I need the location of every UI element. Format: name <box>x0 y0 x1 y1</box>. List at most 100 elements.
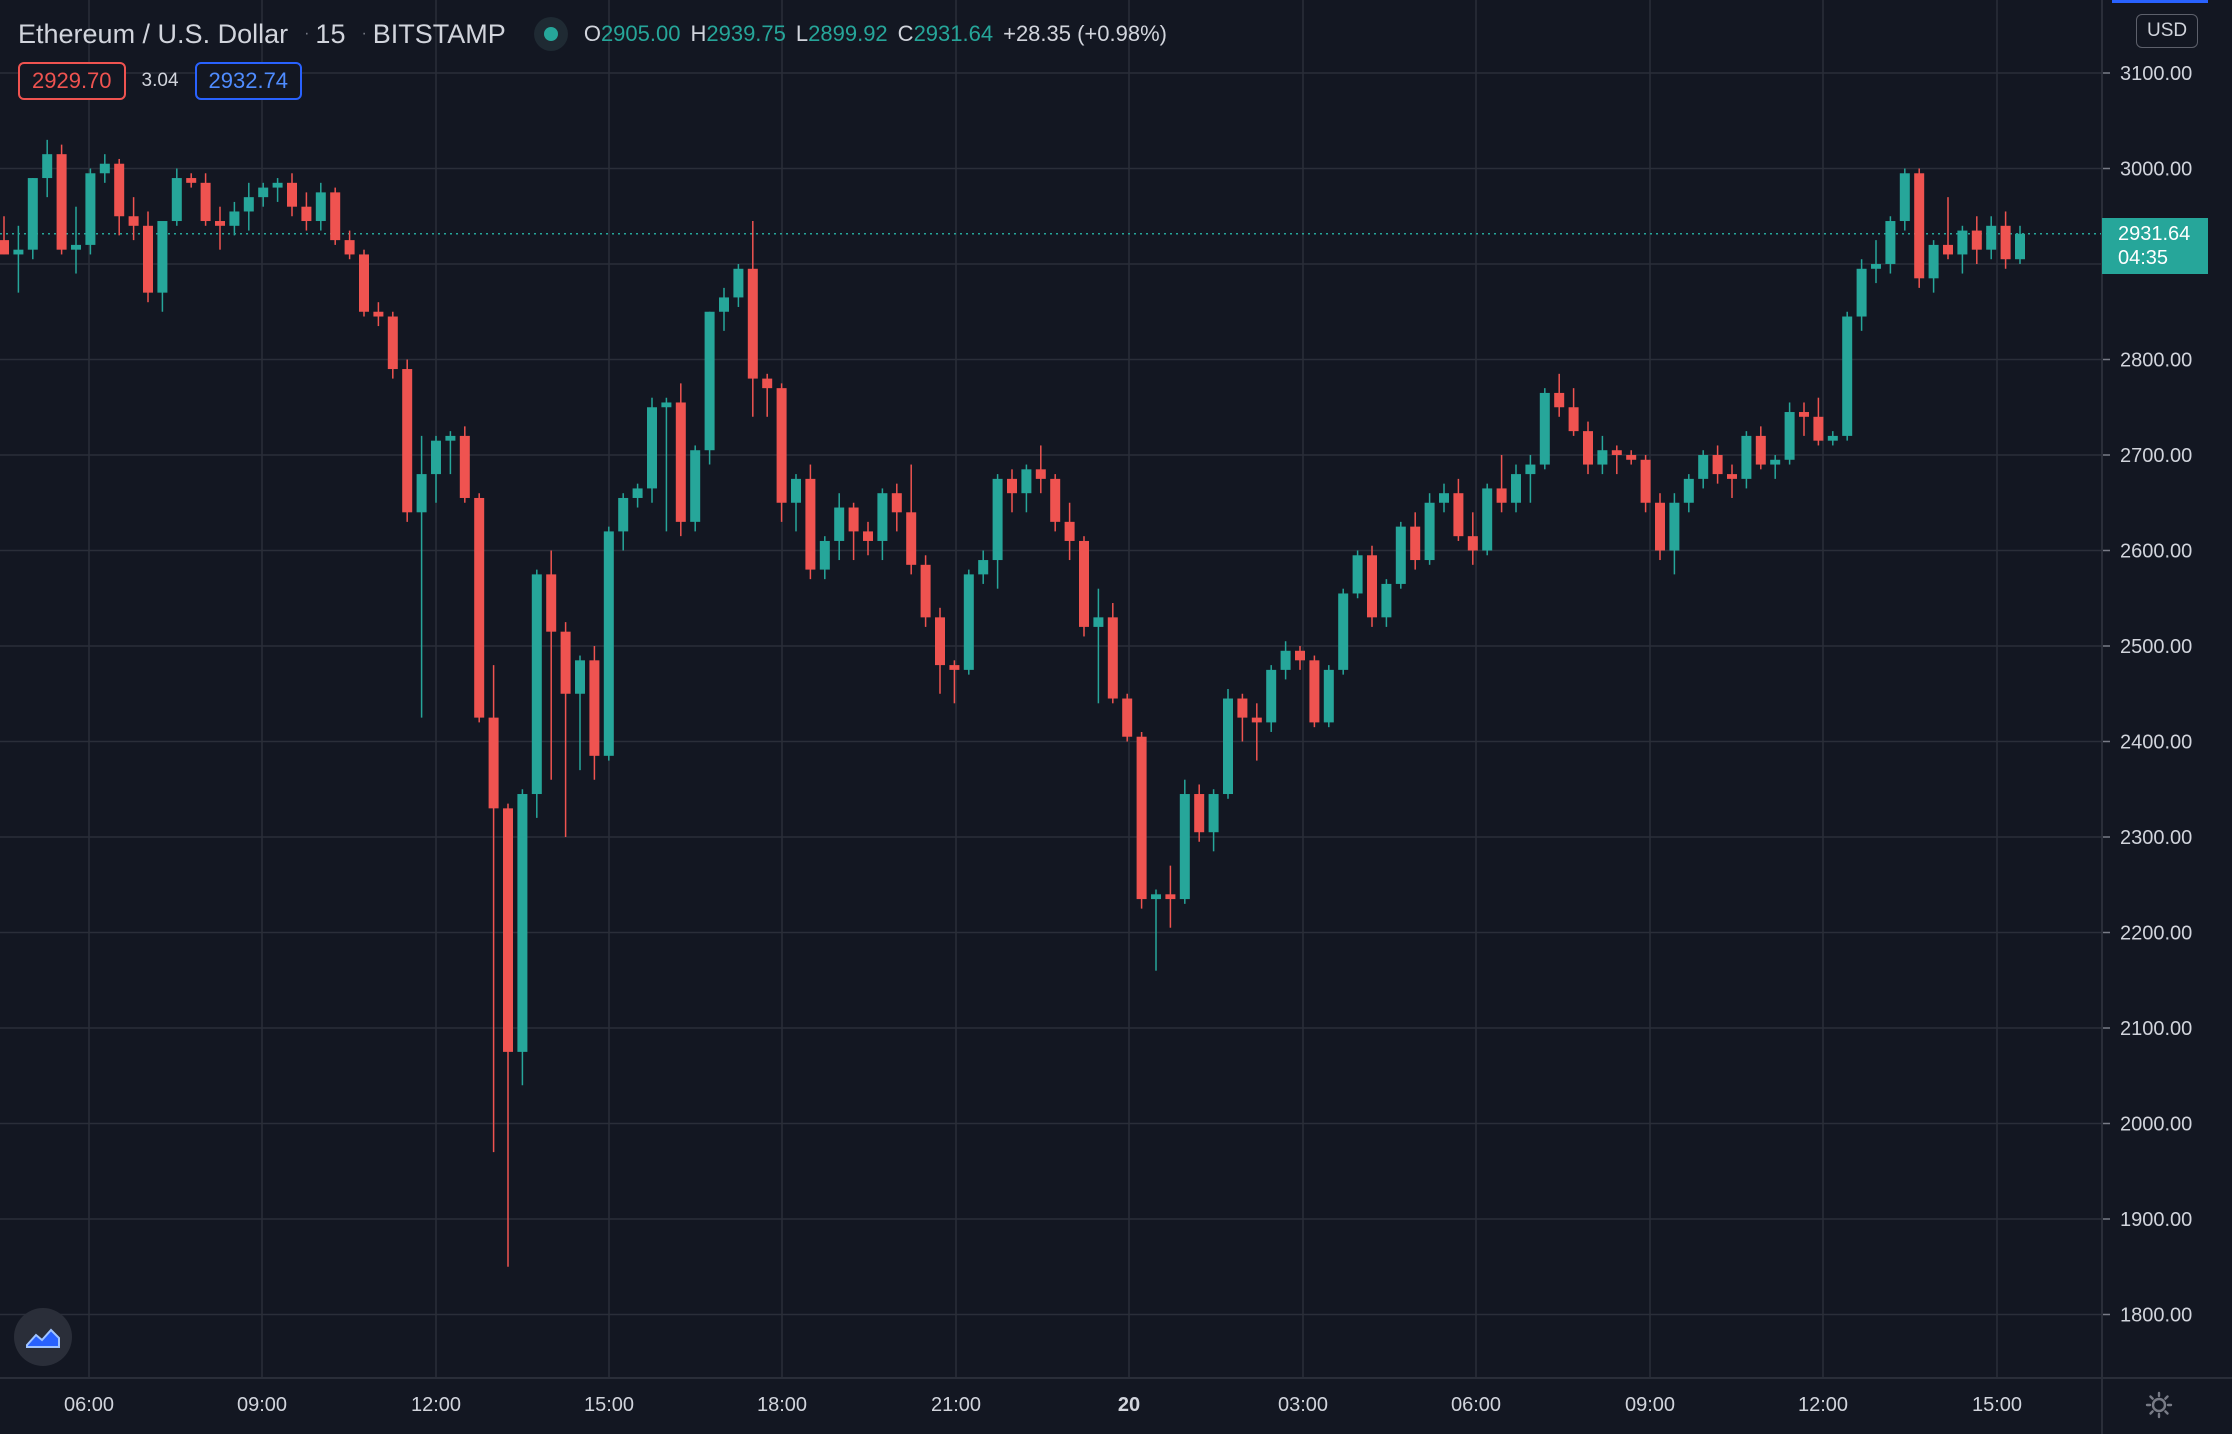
candle-body <box>1799 412 1809 417</box>
candle <box>200 173 211 226</box>
candle-body <box>1367 555 1377 618</box>
candle-body <box>56 154 67 250</box>
candle <box>1136 731 1147 909</box>
candle-body <box>2015 233 2025 260</box>
candle-body <box>1323 669 1334 723</box>
candle <box>834 493 845 561</box>
candle <box>1496 455 1507 513</box>
candle <box>373 302 384 327</box>
candle-body <box>344 240 355 255</box>
candle <box>963 569 974 675</box>
candle <box>1439 483 1449 513</box>
price-tick-label: 2800.00 <box>2120 350 2192 372</box>
ohlc-open: O2905.00 <box>583 21 681 46</box>
time-tick-label: 03:00 <box>1278 1394 1328 1416</box>
sell-button[interactable]: 2929.70 <box>18 62 126 100</box>
ohlc-low: L2899.92 <box>795 21 888 46</box>
candle <box>733 264 744 307</box>
settings-gear-icon[interactable] <box>2142 1388 2176 1422</box>
price-tick-label: 2000.00 <box>2120 1114 2192 1136</box>
candle-body <box>315 192 326 222</box>
candle <box>445 431 456 475</box>
currency-button[interactable]: USD <box>2136 14 2199 48</box>
candle-body <box>272 182 283 188</box>
candle-body <box>935 617 945 666</box>
price-axis: 3100.003000.002900.002800.002700.002600.… <box>2101 0 2192 1434</box>
price-tick-label: 1900.00 <box>2120 1209 2192 1231</box>
symbol-name[interactable]: Ethereum / U.S. Dollar <box>18 18 289 49</box>
candle-body <box>661 402 672 408</box>
candle-body <box>603 531 614 756</box>
candle <box>906 464 917 575</box>
candle-body <box>1899 173 1910 222</box>
candle <box>1179 779 1190 904</box>
candle <box>1266 665 1277 732</box>
candle <box>56 144 67 255</box>
candle <box>531 569 542 818</box>
candle <box>344 230 355 260</box>
candle-body <box>1698 455 1709 479</box>
candle <box>1424 493 1435 565</box>
candle-body <box>546 574 557 632</box>
candle <box>1093 588 1104 704</box>
tradingview-logo-icon[interactable] <box>14 1308 72 1366</box>
candle <box>1727 464 1737 498</box>
candle-body <box>1179 794 1190 900</box>
candle-body <box>1741 435 1752 479</box>
candle-body <box>1583 431 1593 465</box>
candle <box>1525 455 1536 503</box>
candle <box>877 488 888 561</box>
candle-body <box>1525 464 1536 475</box>
candle-body <box>1554 392 1565 408</box>
chart-header: Ethereum / U.S. Dollar · 15 · BITSTAMP O… <box>18 14 1177 54</box>
candle <box>661 397 672 532</box>
price-tick-label: 3000.00 <box>2120 159 2192 181</box>
interval-label[interactable]: 15 <box>315 18 346 49</box>
candle-body <box>1266 669 1277 723</box>
candle <box>791 474 801 532</box>
price-tick-label: 2100.00 <box>2120 1018 2192 1040</box>
candle-body <box>733 268 744 298</box>
candle-body <box>42 154 53 179</box>
candle-body <box>1914 173 1925 279</box>
candle <box>387 311 398 379</box>
candle <box>1165 865 1176 928</box>
candle-body <box>1871 264 1881 269</box>
candle-body <box>1755 435 1766 465</box>
candle-body <box>157 221 168 293</box>
candle <box>301 192 312 231</box>
candle <box>1683 474 1694 513</box>
candle <box>488 665 499 1153</box>
candle <box>1698 450 1709 489</box>
candle-body <box>1986 225 1997 250</box>
candle-body <box>1928 244 1939 279</box>
candle <box>603 526 614 761</box>
candle-body <box>1079 540 1089 627</box>
candle <box>1914 168 1925 288</box>
candle <box>1021 464 1032 513</box>
candle <box>992 474 1003 589</box>
candle <box>27 178 38 260</box>
candle <box>416 435 427 718</box>
candle-body <box>387 316 398 370</box>
time-tick-label: 06:00 <box>1451 1394 1501 1416</box>
candle <box>1237 693 1248 742</box>
buy-button[interactable]: 2932.74 <box>194 62 303 100</box>
candle <box>503 803 513 1267</box>
candle-body <box>143 225 153 293</box>
candle-body <box>1309 660 1320 723</box>
candle-body <box>1237 698 1248 718</box>
candle <box>762 373 773 417</box>
candle <box>848 502 859 561</box>
candle-body <box>517 794 528 1052</box>
time-tick-label: 15:00 <box>584 1394 634 1416</box>
candle-body <box>1813 416 1824 441</box>
chart-grid <box>0 0 2102 1378</box>
candle-body <box>949 665 960 670</box>
candle-body <box>704 311 715 451</box>
price-tick-label: 2300.00 <box>2120 827 2192 849</box>
candle-body <box>632 488 643 498</box>
candle-body <box>877 493 888 541</box>
candle <box>805 464 816 580</box>
